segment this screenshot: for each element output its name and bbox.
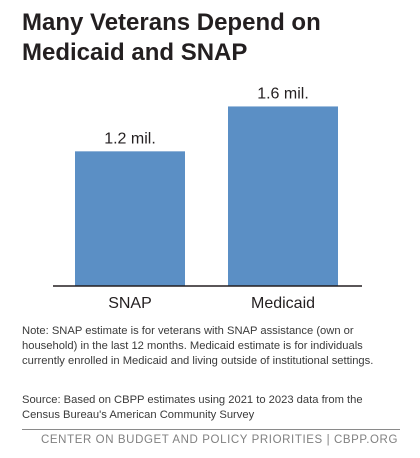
value-label-snap: 1.2 mil. xyxy=(104,130,156,147)
chart-note: Note: SNAP estimate is for veterans with… xyxy=(22,325,374,367)
bar-medicaid xyxy=(228,106,338,286)
value-label-medicaid: 1.6 mil. xyxy=(257,85,309,102)
chart-source: Source: Based on CBPP estimates using 20… xyxy=(22,394,363,421)
category-label-medicaid: Medicaid xyxy=(251,295,315,312)
category-label-snap: SNAP xyxy=(108,295,152,312)
footer-divider xyxy=(22,429,400,430)
bars-group: 1.2 mil. SNAP 1.6 mil. Medicaid xyxy=(75,85,338,312)
bar-snap xyxy=(75,151,185,286)
footer-credit: CENTER ON BUDGET AND POLICY PRIORITIES |… xyxy=(40,434,398,446)
chart-title: Many Veterans Depend on Medicaid and SNA… xyxy=(22,9,321,66)
